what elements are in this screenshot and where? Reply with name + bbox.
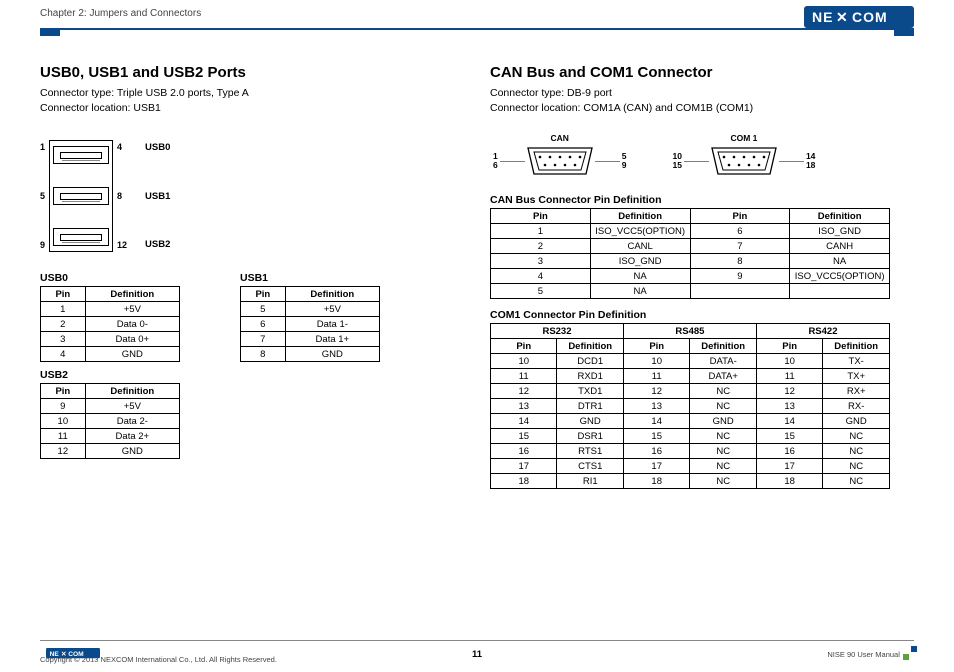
usb1-table: PinDefinition5+5V6Data 1-7Data 1+8GND — [240, 286, 380, 362]
pin-label: 12 — [117, 240, 127, 250]
usb-slot — [53, 187, 109, 205]
usb-name: USB2 — [145, 239, 170, 250]
usb-name: USB1 — [145, 191, 170, 202]
pin-label: 5 — [40, 191, 45, 201]
page-footer: NE ✕ COM 11 NISE 90 User Manual Copyrigh… — [40, 640, 914, 664]
header-tab-left — [40, 30, 60, 36]
svg-text:NE: NE — [812, 9, 833, 25]
can-connector-type: Connector type: DB-9 port — [490, 86, 910, 101]
pin-label: 8 — [117, 191, 127, 201]
can-section-title: CAN Bus and COM1 Connector — [490, 64, 910, 81]
db9-com1-diagram: COM 1 1015 1418 — [669, 133, 818, 176]
can-pin-table: PinDefinitionPinDefinition1ISO_VCC5(OPTI… — [490, 208, 890, 299]
copyright: Copyright © 2013 NEXCOM International Co… — [40, 655, 277, 664]
header-tab-right — [894, 30, 914, 36]
usb-port-diagram — [49, 140, 113, 252]
page-number: 11 — [472, 649, 482, 660]
can-table-title: CAN Bus Connector Pin Definition — [490, 194, 910, 206]
usb0-title: USB0 — [40, 272, 180, 284]
usb-connector-location: Connector location: USB1 — [40, 101, 450, 116]
manual-title: NISE 90 User Manual — [827, 650, 900, 659]
usb2-table: PinDefinition9+5V10Data 2-11Data 2+12GND — [40, 383, 180, 459]
header-rule — [40, 28, 914, 30]
com-pin-table: RS232RS485RS422PinDefinitionPinDefinitio… — [490, 323, 890, 489]
usb-diagram-block: 1 5 9 4 8 12 USB0 USB1 USB2 — [40, 140, 450, 252]
usb-section-title: USB0, USB1 and USB2 Ports — [40, 64, 450, 81]
usb-slot — [53, 228, 109, 246]
svg-text:✕: ✕ — [836, 9, 848, 25]
svg-text:COM: COM — [852, 9, 888, 25]
pin-label: 1 — [40, 142, 45, 152]
usb-name: USB0 — [145, 142, 170, 153]
chapter-title: Chapter 2: Jumpers and Connectors — [40, 8, 914, 19]
corner-icon — [906, 649, 914, 657]
pin-label: 4 — [117, 142, 127, 152]
com-table-title: COM1 Connector Pin Definition — [490, 309, 910, 321]
usb1-title: USB1 — [240, 272, 380, 284]
db9-can-diagram: CAN 16 59 — [490, 133, 629, 176]
can-connector-location: Connector location: COM1A (CAN) and COM1… — [490, 101, 910, 116]
pin-label: 9 — [40, 240, 45, 250]
usb-connector-type: Connector type: Triple USB 2.0 ports, Ty… — [40, 86, 450, 101]
usb-slot — [53, 146, 109, 164]
usb0-table: PinDefinition1+5V2Data 0-3Data 0+4GND — [40, 286, 180, 362]
usb2-title: USB2 — [40, 369, 180, 381]
